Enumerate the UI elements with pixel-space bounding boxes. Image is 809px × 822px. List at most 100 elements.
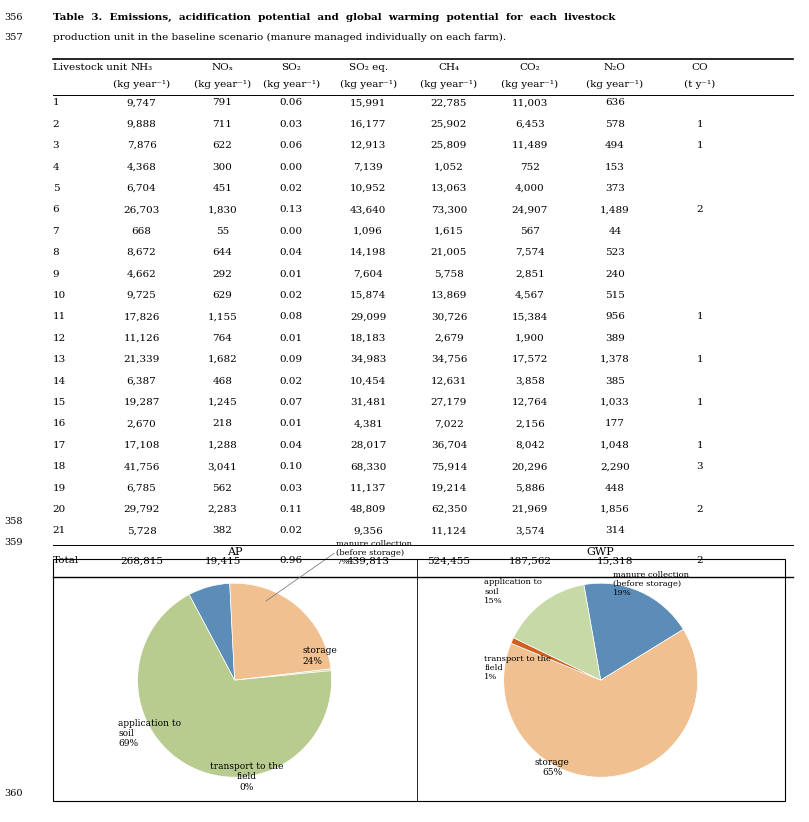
Text: 2: 2 xyxy=(697,505,703,514)
Text: 0.09: 0.09 xyxy=(280,355,303,364)
Text: 1: 1 xyxy=(697,141,703,150)
Text: 2,670: 2,670 xyxy=(127,419,156,428)
Text: CH₄: CH₄ xyxy=(438,62,460,72)
Text: 12,764: 12,764 xyxy=(512,398,548,407)
Text: 578: 578 xyxy=(605,120,625,129)
Text: 11: 11 xyxy=(53,312,66,321)
Text: 6,704: 6,704 xyxy=(127,184,156,193)
Text: 0.02: 0.02 xyxy=(280,184,303,193)
Text: 17: 17 xyxy=(53,441,66,450)
Text: 0.02: 0.02 xyxy=(280,291,303,300)
Text: 240: 240 xyxy=(605,270,625,279)
Text: Total: Total xyxy=(53,556,78,566)
Text: (kg year⁻¹): (kg year⁻¹) xyxy=(113,80,170,89)
Text: CO: CO xyxy=(692,62,708,72)
Text: 55: 55 xyxy=(216,227,229,236)
Text: 15,318: 15,318 xyxy=(597,556,633,566)
Text: (kg year⁻¹): (kg year⁻¹) xyxy=(194,80,251,89)
Text: 668: 668 xyxy=(132,227,151,236)
Text: 187,562: 187,562 xyxy=(508,556,552,566)
Text: 0.01: 0.01 xyxy=(280,270,303,279)
Text: 1,856: 1,856 xyxy=(600,505,629,514)
Text: 629: 629 xyxy=(213,291,232,300)
Text: Table  3.  Emissions,  acidification  potential  and  global  warming  potential: Table 3. Emissions, acidification potent… xyxy=(53,12,615,21)
Text: 2,679: 2,679 xyxy=(434,334,464,343)
Text: 0.02: 0.02 xyxy=(280,526,303,535)
Text: 1,052: 1,052 xyxy=(434,163,464,172)
Text: Livestock unit: Livestock unit xyxy=(53,62,127,72)
Text: 1,033: 1,033 xyxy=(600,398,629,407)
Text: 1,048: 1,048 xyxy=(600,441,629,450)
Text: NH₃: NH₃ xyxy=(130,62,153,72)
Text: 11,489: 11,489 xyxy=(512,141,548,150)
Text: 515: 515 xyxy=(605,291,625,300)
Text: 4,662: 4,662 xyxy=(127,270,156,279)
Text: 16,177: 16,177 xyxy=(350,120,386,129)
Text: 0.06: 0.06 xyxy=(280,99,303,108)
Text: 0.06: 0.06 xyxy=(280,141,303,150)
Text: 300: 300 xyxy=(213,163,232,172)
Text: 15,874: 15,874 xyxy=(350,291,386,300)
Text: 17,108: 17,108 xyxy=(124,441,159,450)
Text: 19: 19 xyxy=(53,483,66,492)
Text: 389: 389 xyxy=(605,334,625,343)
Text: 622: 622 xyxy=(213,141,232,150)
Text: 7,876: 7,876 xyxy=(127,141,156,150)
Wedge shape xyxy=(514,584,600,681)
Text: 3: 3 xyxy=(53,141,59,150)
Text: 21,005: 21,005 xyxy=(431,248,467,257)
Text: 29,792: 29,792 xyxy=(124,505,159,514)
Text: manure collection
(before storage)
7%: manure collection (before storage) 7% xyxy=(337,539,413,566)
Text: 2,283: 2,283 xyxy=(208,505,237,514)
Text: 2: 2 xyxy=(697,556,703,566)
Text: 0.03: 0.03 xyxy=(280,483,303,492)
Text: 14: 14 xyxy=(53,376,66,386)
Text: 13,063: 13,063 xyxy=(431,184,467,193)
Text: 29,099: 29,099 xyxy=(350,312,386,321)
Text: 359: 359 xyxy=(4,538,23,547)
Text: 360: 360 xyxy=(4,789,23,797)
Text: 523: 523 xyxy=(605,248,625,257)
Text: 382: 382 xyxy=(213,526,232,535)
Text: 11,126: 11,126 xyxy=(124,334,159,343)
Text: storage
24%: storage 24% xyxy=(303,646,337,666)
Text: 34,756: 34,756 xyxy=(431,355,467,364)
Text: 9: 9 xyxy=(53,270,59,279)
Text: 1: 1 xyxy=(53,99,59,108)
Text: 13,869: 13,869 xyxy=(431,291,467,300)
Text: 4,368: 4,368 xyxy=(127,163,156,172)
Wedge shape xyxy=(189,584,235,681)
Wedge shape xyxy=(511,638,600,681)
Text: 17,826: 17,826 xyxy=(124,312,159,321)
Text: 7,604: 7,604 xyxy=(354,270,383,279)
Text: 11,003: 11,003 xyxy=(512,99,548,108)
Text: 6: 6 xyxy=(53,206,59,215)
Text: 5,886: 5,886 xyxy=(515,483,544,492)
Text: 14,198: 14,198 xyxy=(350,248,386,257)
Text: (kg year⁻¹): (kg year⁻¹) xyxy=(340,80,396,89)
Text: 314: 314 xyxy=(605,526,625,535)
Text: 7,022: 7,022 xyxy=(434,419,464,428)
Text: 1,489: 1,489 xyxy=(600,206,629,215)
Text: 524,455: 524,455 xyxy=(427,556,471,566)
Text: 1,900: 1,900 xyxy=(515,334,544,343)
Text: (kg year⁻¹): (kg year⁻¹) xyxy=(502,80,558,89)
Text: 34,983: 34,983 xyxy=(350,355,386,364)
Wedge shape xyxy=(504,630,697,777)
Text: 44: 44 xyxy=(608,227,621,236)
Text: 0.13: 0.13 xyxy=(280,206,303,215)
Text: 8,672: 8,672 xyxy=(127,248,156,257)
Text: 494: 494 xyxy=(605,141,625,150)
Text: 9,725: 9,725 xyxy=(127,291,156,300)
Text: 1,155: 1,155 xyxy=(208,312,237,321)
Text: 1: 1 xyxy=(697,441,703,450)
Text: CO₂: CO₂ xyxy=(519,62,540,72)
Text: 956: 956 xyxy=(605,312,625,321)
Text: 19,214: 19,214 xyxy=(431,483,467,492)
Text: 10,454: 10,454 xyxy=(350,376,386,386)
Text: (kg year⁻¹): (kg year⁻¹) xyxy=(263,80,320,89)
Text: 5,728: 5,728 xyxy=(127,526,156,535)
Text: SO₂ eq.: SO₂ eq. xyxy=(349,62,388,72)
Text: 292: 292 xyxy=(213,270,232,279)
Text: 268,815: 268,815 xyxy=(120,556,163,566)
